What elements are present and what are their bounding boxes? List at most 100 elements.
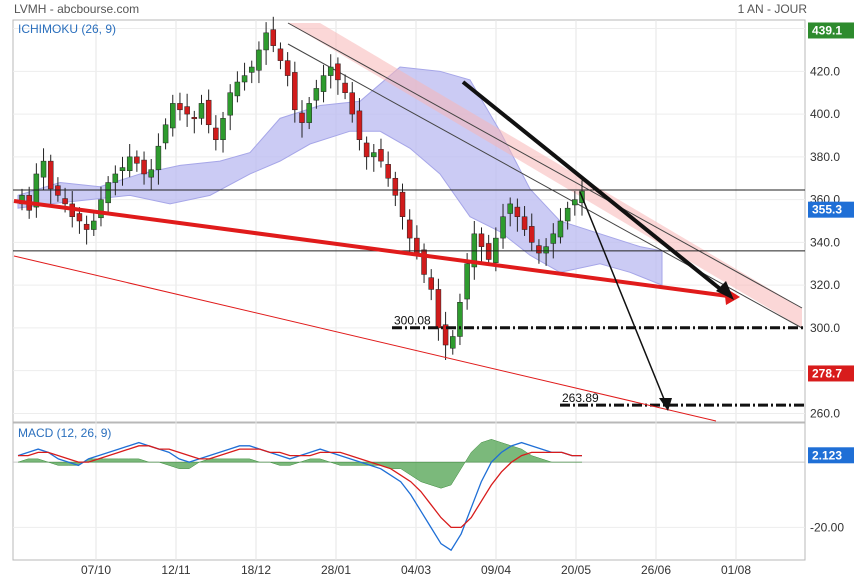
candle-up xyxy=(155,145,162,170)
candle-down xyxy=(55,185,61,196)
price-label-box xyxy=(808,365,854,382)
candle-up xyxy=(220,118,226,140)
channel-upper-line xyxy=(287,22,803,309)
red-support-trendline xyxy=(13,199,729,298)
candle-down xyxy=(277,48,284,61)
x-tick-label: 12/11 xyxy=(161,563,190,577)
price-label-box xyxy=(808,22,854,39)
candle-up xyxy=(564,207,571,222)
price-label-text: 278.7 xyxy=(812,366,842,380)
candle-up xyxy=(450,336,456,349)
y-tick-label: 340.0 xyxy=(810,235,840,249)
candle-down xyxy=(406,219,413,239)
candle-up xyxy=(198,103,205,119)
candle-down xyxy=(421,249,427,275)
black-projection-arrow xyxy=(461,80,726,294)
candle-down xyxy=(213,127,219,140)
candle-up xyxy=(105,182,111,204)
x-tick-label: 28/01 xyxy=(321,563,351,577)
candle-down xyxy=(292,72,298,111)
candle-down xyxy=(270,29,277,46)
level-annotation: 300.08 xyxy=(394,314,431,328)
candle-up xyxy=(457,302,463,337)
candle-down xyxy=(177,103,183,111)
candle-up xyxy=(327,66,334,76)
candle-down xyxy=(435,289,442,329)
candle-up xyxy=(91,220,97,230)
x-tick-label: 26/06 xyxy=(641,563,671,577)
candle-up xyxy=(98,199,104,219)
red-thin-trendline xyxy=(13,255,717,422)
candle-up xyxy=(313,88,320,101)
candle-up xyxy=(162,124,169,144)
candle-up xyxy=(471,233,478,268)
candle-down xyxy=(385,164,391,179)
price-label-text: 439.1 xyxy=(812,23,842,37)
candle-down xyxy=(299,112,305,123)
candle-down xyxy=(392,177,399,196)
x-tick-label: 18/12 xyxy=(241,563,271,577)
candle-down xyxy=(141,159,147,175)
y-tick-label: 300.0 xyxy=(810,321,840,335)
y-tick-label: 260.0 xyxy=(810,406,840,420)
candle-down xyxy=(478,233,485,247)
candle-down xyxy=(191,117,198,120)
signal-line xyxy=(18,445,582,529)
candle-up xyxy=(557,220,564,238)
macd-tick-label: -20.00 xyxy=(810,520,844,534)
candle-down xyxy=(485,243,492,260)
candle-up xyxy=(572,199,578,206)
x-tick-label: 20/05 xyxy=(561,563,591,577)
candle-down xyxy=(536,245,542,254)
candle-down xyxy=(205,99,212,126)
price-label-box xyxy=(808,201,854,218)
y-tick-label: 380.0 xyxy=(810,150,840,164)
channel-lower-line xyxy=(287,43,803,329)
candle-down xyxy=(335,63,341,81)
black-arrow-head xyxy=(716,281,734,300)
x-tick-label: 01/08 xyxy=(721,563,751,577)
candle-down xyxy=(76,213,83,222)
candle-up xyxy=(543,246,549,254)
candle-up xyxy=(112,173,119,183)
period-label: 1 AN - JOUR xyxy=(737,2,807,16)
candle-down xyxy=(521,216,528,230)
candle-down xyxy=(47,160,54,190)
y-tick-label: 320.0 xyxy=(810,278,840,292)
thin-arrow-head xyxy=(659,398,672,411)
price-label-text: 355.3 xyxy=(812,203,842,217)
candle-down xyxy=(399,191,406,217)
candle-up xyxy=(227,92,233,116)
candle-up xyxy=(148,169,154,178)
candle-up xyxy=(126,156,133,171)
candle-down xyxy=(528,226,535,243)
candle-up xyxy=(119,167,126,172)
candle-up xyxy=(40,160,47,178)
y-tick-label: 400.0 xyxy=(810,107,840,121)
candle-up xyxy=(507,203,513,214)
candle-down xyxy=(134,156,140,164)
candle-down xyxy=(62,198,68,205)
macd-label-text: 2.123 xyxy=(812,448,842,462)
macd-title: MACD (12, 26, 9) xyxy=(18,426,111,440)
candle-down xyxy=(184,106,190,115)
candle-up xyxy=(263,32,269,51)
candle-up xyxy=(170,103,176,129)
macd-histogram xyxy=(17,439,582,489)
ichimoku-title: ICHIMOKU (26, 9) xyxy=(18,22,116,36)
candle-up xyxy=(241,75,248,83)
candle-down xyxy=(442,324,449,346)
macd-label-box xyxy=(808,447,854,464)
x-tick-label: 04/03 xyxy=(401,563,431,577)
candle-down xyxy=(378,149,384,162)
candle-up xyxy=(320,75,327,92)
candle-up xyxy=(306,103,312,123)
trend-lines: 300.08 263.89 xyxy=(13,80,805,422)
candle-down xyxy=(428,277,434,290)
candle-up xyxy=(464,263,470,300)
macd-lines xyxy=(17,439,582,552)
axis-labels: 07/10 12/11 18/12 28/01 04/03 09/04 20/05 26/06… xyxy=(81,22,854,577)
candle-up xyxy=(550,233,557,244)
level-annotation: 263.89 xyxy=(562,391,599,405)
